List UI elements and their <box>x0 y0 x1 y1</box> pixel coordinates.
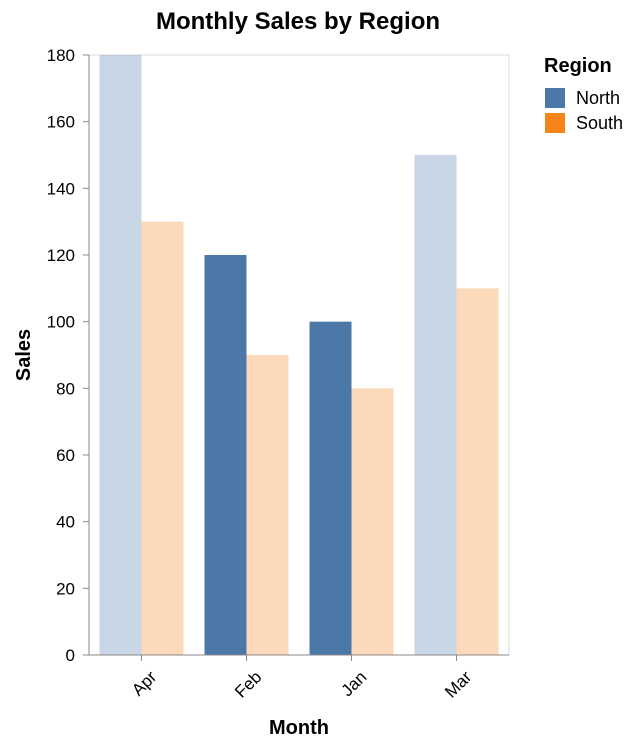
x-axis: Apr Feb Jan Mar <box>89 654 509 702</box>
legend-label-north: North <box>576 88 620 108</box>
legend: Region North South <box>544 55 623 133</box>
legend-swatch-south <box>545 113 565 133</box>
bar-north-feb <box>204 255 247 655</box>
bar-south-jan <box>351 388 394 655</box>
y-tick-label: 40 <box>56 513 75 532</box>
bar-south-mar <box>456 288 499 655</box>
y-tick-label: 0 <box>66 646 75 665</box>
y-axis-title: Sales <box>13 329 35 381</box>
bar-south-apr <box>141 221 184 655</box>
chart-title: Monthly Sales by Region <box>156 8 440 35</box>
y-tick-label: 60 <box>56 446 75 465</box>
x-axis-title: Month <box>269 717 329 739</box>
bar-north-mar <box>414 155 457 655</box>
y-tick-label: 20 <box>56 579 75 598</box>
bar-south-feb <box>246 355 289 655</box>
legend-swatch-north <box>545 88 565 108</box>
y-tick-label: 180 <box>47 46 75 65</box>
y-axis: 0 20 40 60 80 100 120 140 160 180 <box>47 46 90 665</box>
bar-north-apr <box>99 55 142 655</box>
x-tick-label-mar: Mar <box>441 667 475 701</box>
legend-title: Region <box>544 55 612 77</box>
x-tick-label-jan: Jan <box>338 667 371 700</box>
y-tick-label: 100 <box>47 313 75 332</box>
bar-north-jan <box>309 321 352 655</box>
y-tick-label: 80 <box>56 379 75 398</box>
x-tick-label-feb: Feb <box>231 667 265 701</box>
y-tick-label: 120 <box>47 246 75 265</box>
y-tick-label: 160 <box>47 113 75 132</box>
legend-label-south: South <box>576 113 623 133</box>
x-tick-label-apr: Apr <box>128 667 160 699</box>
y-tick-label: 140 <box>47 179 75 198</box>
bars-layer <box>99 55 499 655</box>
